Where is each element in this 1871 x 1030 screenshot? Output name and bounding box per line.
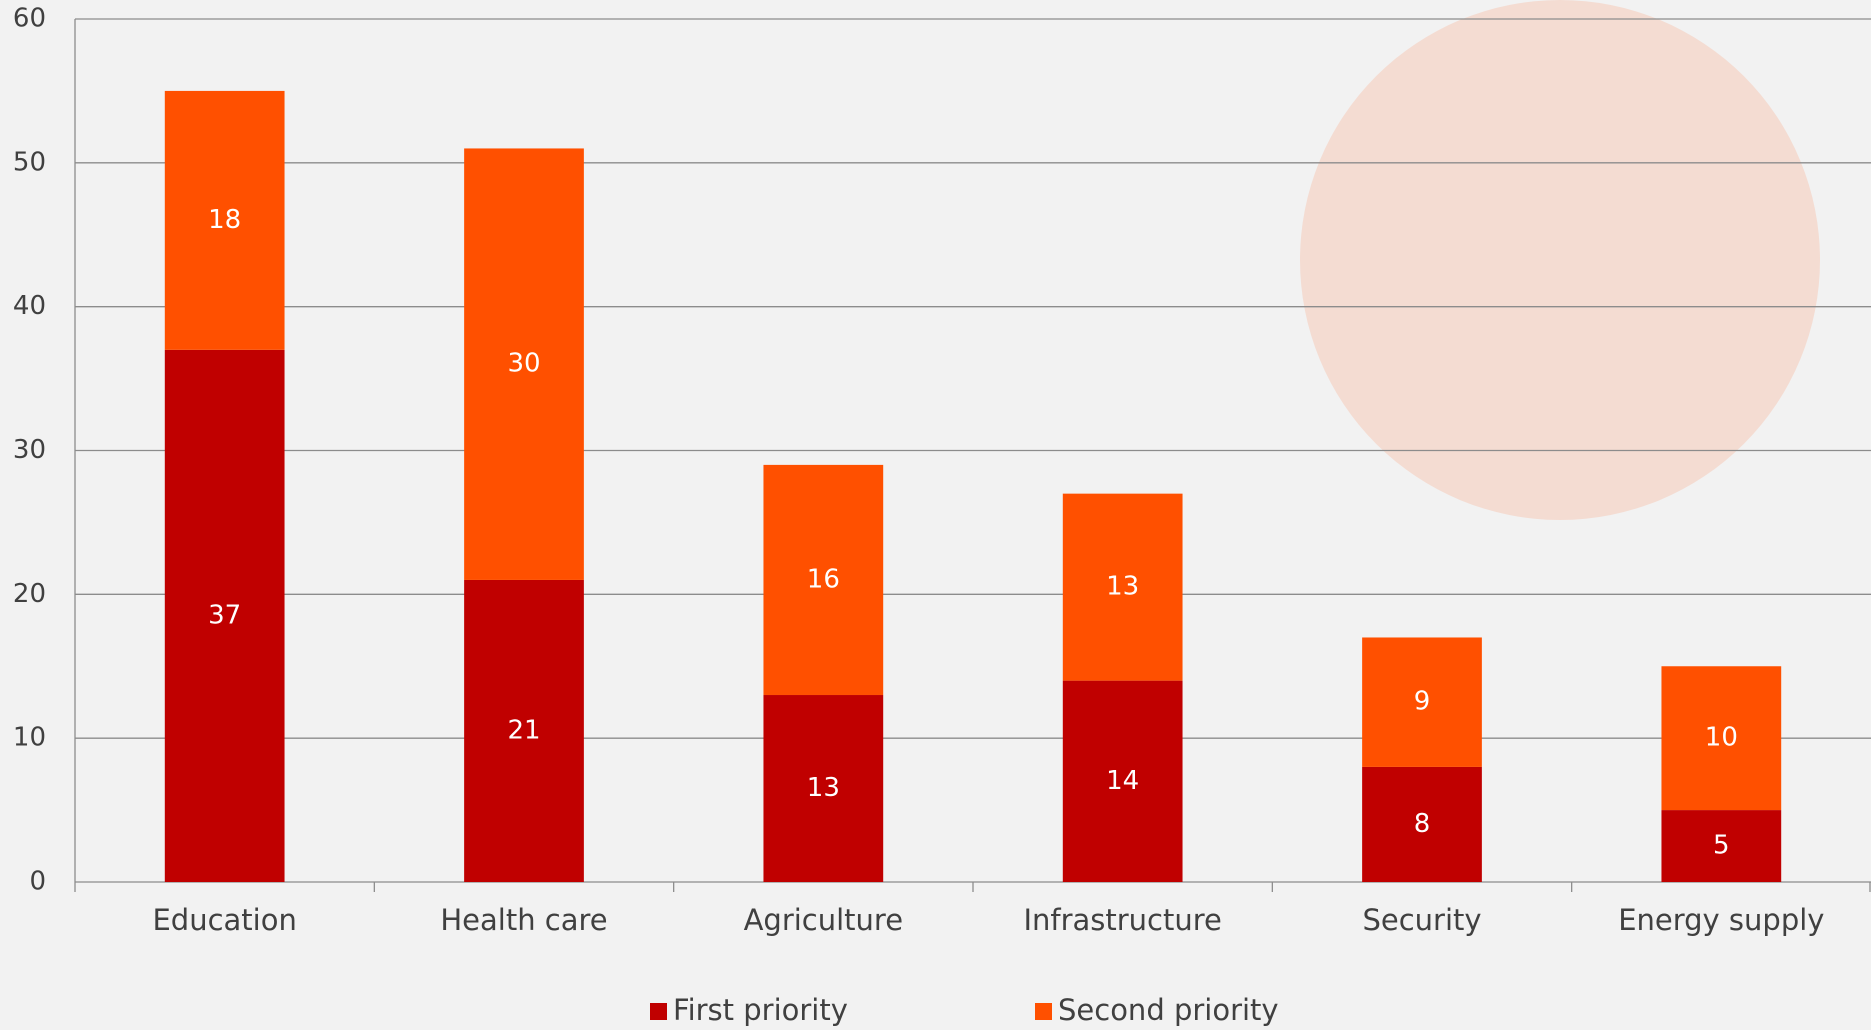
bar-segment xyxy=(1362,766,1482,882)
data-label: 13 xyxy=(807,773,840,803)
bar-segment xyxy=(164,90,285,350)
data-label: 16 xyxy=(807,564,840,594)
data-label: 37 xyxy=(208,600,241,630)
y-tick-label: 0 xyxy=(29,867,46,897)
x-tick-label: Security xyxy=(1362,903,1481,937)
y-tick-label: 50 xyxy=(13,147,46,177)
data-label: 10 xyxy=(1705,723,1738,753)
bar-segment xyxy=(1661,810,1782,882)
bar-segment xyxy=(763,464,884,696)
legend-label: First priority xyxy=(673,993,848,1027)
bar-segment xyxy=(1062,493,1183,681)
data-label: 21 xyxy=(507,715,540,745)
data-label: 8 xyxy=(1414,809,1431,839)
bar-segment xyxy=(464,148,584,580)
bar-segment xyxy=(763,695,884,882)
y-tick-label: 60 xyxy=(13,4,46,34)
data-label: 14 xyxy=(1106,766,1139,796)
x-tick-label: Health care xyxy=(440,903,607,937)
data-label: 13 xyxy=(1106,572,1139,602)
data-label: 18 xyxy=(208,205,241,235)
y-tick-label: 10 xyxy=(13,723,46,753)
x-tick-label: Education xyxy=(152,903,296,937)
y-tick-label: 30 xyxy=(13,435,46,465)
bar-segment xyxy=(164,349,285,883)
bar-segment xyxy=(1362,637,1482,767)
data-label: 9 xyxy=(1414,687,1431,717)
bar-segment xyxy=(1661,666,1782,811)
data-label: 5 xyxy=(1713,831,1730,861)
legend-swatch xyxy=(650,1003,667,1020)
bar-segment xyxy=(1062,680,1183,882)
y-tick-label: 40 xyxy=(13,291,46,321)
decorative-globe xyxy=(1300,0,1820,520)
y-tick-label: 20 xyxy=(13,579,46,609)
legend-label: Second priority xyxy=(1058,993,1279,1027)
bar-segment xyxy=(464,579,584,882)
legend-swatch xyxy=(1035,1003,1052,1020)
x-tick-label: Energy supply xyxy=(1618,903,1824,937)
data-label: 30 xyxy=(507,349,540,379)
x-tick-label: Infrastructure xyxy=(1023,903,1221,937)
x-tick-label: Agriculture xyxy=(744,903,904,937)
